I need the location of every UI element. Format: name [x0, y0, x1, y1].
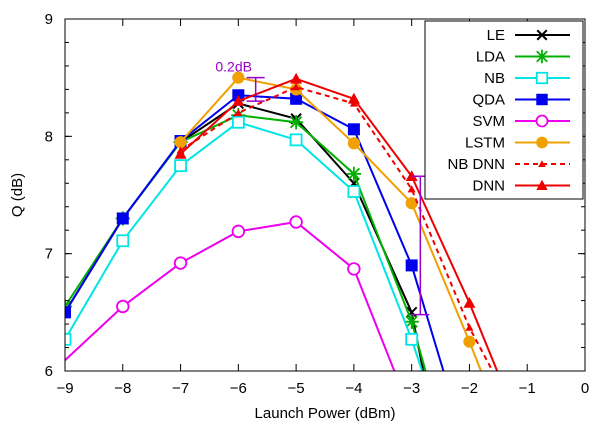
series-nb	[65, 115, 424, 371]
y-tick-label: 8	[45, 128, 53, 145]
data-point	[292, 83, 301, 91]
legend-entry: LE	[487, 27, 570, 44]
series-lstm	[174, 71, 482, 371]
data-point	[347, 262, 361, 276]
legend-entry: DNN	[473, 178, 570, 195]
legend-box	[424, 20, 584, 200]
data-point	[65, 306, 71, 319]
x-tick-label: −7	[172, 380, 189, 397]
series-line	[65, 121, 424, 371]
series-qda	[65, 89, 445, 371]
data-point	[347, 185, 361, 198]
data-point	[116, 234, 130, 248]
data-point	[536, 136, 548, 149]
x-axis-label: Launch Power (dBm)	[255, 405, 396, 422]
x-tick-label: −2	[461, 380, 478, 397]
annotation: 0.2dB	[215, 59, 265, 102]
data-point	[463, 296, 476, 308]
data-point	[405, 259, 418, 272]
legend-label: LE	[487, 27, 505, 44]
data-point	[232, 95, 245, 106]
data-point	[347, 137, 360, 150]
data-point	[536, 179, 548, 191]
legend-entry: LDA	[476, 49, 570, 66]
legend-label: DNN	[473, 178, 506, 195]
data-point	[347, 92, 360, 104]
data-point	[288, 115, 304, 130]
data-point	[536, 93, 548, 106]
legend-entry: LSTM	[465, 135, 570, 152]
data-point	[535, 114, 549, 128]
data-point	[234, 108, 243, 117]
data-point	[463, 335, 476, 348]
x-tick-label: −4	[345, 380, 362, 397]
data-point	[116, 212, 129, 225]
legend-entry: SVM	[472, 113, 570, 130]
data-point	[404, 314, 419, 329]
legend-label: NB	[484, 70, 505, 87]
x-tick-label: −5	[288, 380, 305, 397]
plot-frame	[64, 18, 586, 372]
data-point	[465, 323, 474, 331]
legend-entry: QDA	[472, 92, 570, 109]
x-tick-label: −3	[403, 380, 420, 397]
data-point	[535, 71, 549, 85]
data-point	[232, 71, 245, 84]
data-point	[407, 185, 416, 193]
annotation-label: 0.2dB	[215, 59, 252, 75]
data-point	[231, 115, 245, 129]
legend-entry: NB	[484, 70, 570, 87]
data-point	[231, 224, 246, 239]
legend-label: LDA	[476, 49, 505, 66]
series-svm	[65, 215, 396, 371]
x-tick-label: −1	[519, 380, 536, 397]
data-point	[289, 215, 303, 229]
data-point	[174, 159, 187, 173]
legend-label: LSTM	[465, 135, 505, 152]
data-point	[535, 49, 549, 64]
series-line	[65, 220, 396, 371]
data-point	[538, 160, 546, 168]
y-tick-label: 7	[45, 246, 53, 263]
data-point	[405, 332, 419, 346]
legend-label: NB DNN	[447, 156, 505, 173]
data-point	[346, 166, 362, 182]
legend-label: SVM	[472, 113, 505, 130]
y-tick-label: 6	[45, 363, 53, 380]
legend-label: QDA	[472, 92, 505, 109]
data-point	[174, 147, 187, 159]
data-point	[116, 299, 130, 314]
x-tick-label: −6	[230, 380, 247, 397]
series-lda	[65, 108, 427, 371]
data-point	[174, 136, 187, 149]
data-point	[65, 332, 72, 346]
data-point	[289, 133, 303, 147]
x-tick-label: 0	[581, 380, 589, 397]
data-point	[347, 123, 360, 136]
data-point	[290, 72, 303, 84]
y-tick-label: 9	[45, 11, 53, 28]
data-point	[173, 256, 188, 270]
x-tick-label: −8	[114, 380, 131, 397]
series-line	[65, 94, 445, 371]
data-point	[536, 29, 548, 41]
x-tick-label: −9	[56, 380, 73, 397]
y-axis-label: Q (dB)	[9, 173, 26, 217]
legend-entry: NB DNN	[447, 156, 570, 173]
